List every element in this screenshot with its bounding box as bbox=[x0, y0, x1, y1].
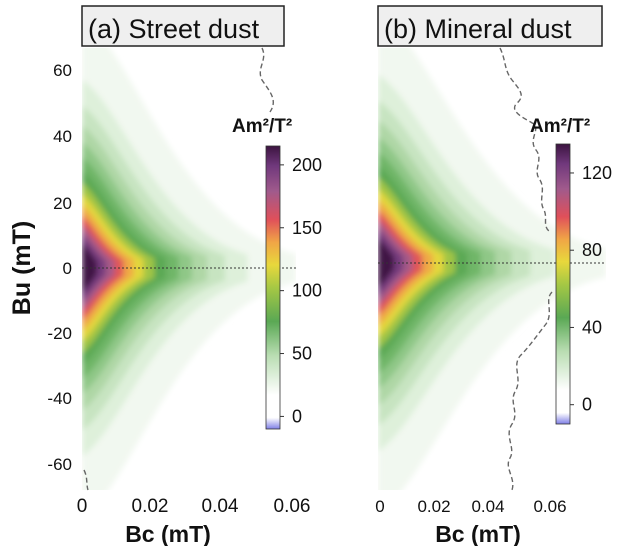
colorbar-tick-label: 0 bbox=[292, 406, 302, 426]
colorbar-tick-label: 150 bbox=[292, 218, 322, 238]
x-tick-label: 0 bbox=[77, 496, 88, 517]
panel-b-mask-curve-bottom bbox=[507, 291, 553, 491]
panel-b-mask-curve-top bbox=[499, 47, 551, 233]
y-tick-label: 60 bbox=[53, 61, 72, 80]
y-tick-label: -20 bbox=[47, 324, 72, 343]
colorbar-tick-label: 200 bbox=[292, 155, 322, 175]
colorbar-tick-label: 40 bbox=[582, 317, 602, 337]
y-tick-label: 40 bbox=[53, 127, 72, 146]
x-tick-label: 0.06 bbox=[274, 496, 311, 517]
panel-b-title-box: (b) Mineral dust bbox=[377, 5, 603, 47]
y-tick-label: 20 bbox=[53, 194, 72, 213]
x-tick-label: 0.04 bbox=[202, 496, 239, 517]
colorbar-scale bbox=[555, 143, 571, 425]
y-tick-label: 0 bbox=[63, 259, 72, 278]
panel-b: (b) Mineral dust 0 0.02 0.04 0.06 Bc (mT) A… bbox=[375, 5, 612, 546]
panel-b-title: (b) Mineral dust bbox=[384, 14, 572, 44]
panel-a-title: (a) Street dust bbox=[88, 14, 260, 44]
colorbar-scale bbox=[265, 145, 281, 430]
panel-b-x-axis: 0 0.02 0.04 0.06 bbox=[375, 497, 566, 516]
colorbar-tick-label: 0 bbox=[582, 395, 592, 415]
heatmap-bands bbox=[378, 48, 606, 490]
panel-b-x-label: Bc (mT) bbox=[435, 521, 521, 546]
colorbar-label: Am²/T² bbox=[530, 116, 590, 137]
shared-y-label: Bu (mT) bbox=[8, 221, 36, 315]
x-tick-label: 0.02 bbox=[132, 496, 169, 517]
panel-a-mask-curve-bottom bbox=[83, 469, 89, 491]
y-tick-label: -40 bbox=[47, 389, 72, 408]
colorbar-tick-label: 50 bbox=[292, 344, 312, 364]
panel-a-x-label: Bc (mT) bbox=[125, 521, 211, 546]
panel-b-colorbar: Am²/T² 120 80 40 0 bbox=[530, 116, 612, 425]
x-tick-label: 0.06 bbox=[533, 497, 566, 516]
heatmap-band bbox=[378, 237, 394, 289]
y-tick-label: -60 bbox=[47, 455, 72, 474]
panel-a-x-axis: 0 0.02 0.04 0.06 bbox=[77, 496, 311, 517]
x-tick-label: 0 bbox=[375, 497, 384, 516]
x-tick-label: 0.04 bbox=[471, 497, 504, 516]
panel-a-y-axis: 60 40 20 0 -20 -40 -60 bbox=[47, 61, 72, 474]
colorbar-tick-label: 80 bbox=[582, 240, 602, 260]
x-tick-label: 0.02 bbox=[417, 497, 450, 516]
panel-a-mask-curve bbox=[259, 47, 274, 113]
panel-b-heatmap bbox=[378, 48, 606, 490]
colorbar-label: Am²/T² bbox=[232, 116, 292, 137]
colorbar-tick-label: 100 bbox=[292, 281, 322, 301]
panel-a-title-box: (a) Street dust bbox=[81, 5, 285, 47]
heatmap-band bbox=[82, 242, 97, 294]
colorbar-tick-label: 120 bbox=[582, 163, 612, 183]
